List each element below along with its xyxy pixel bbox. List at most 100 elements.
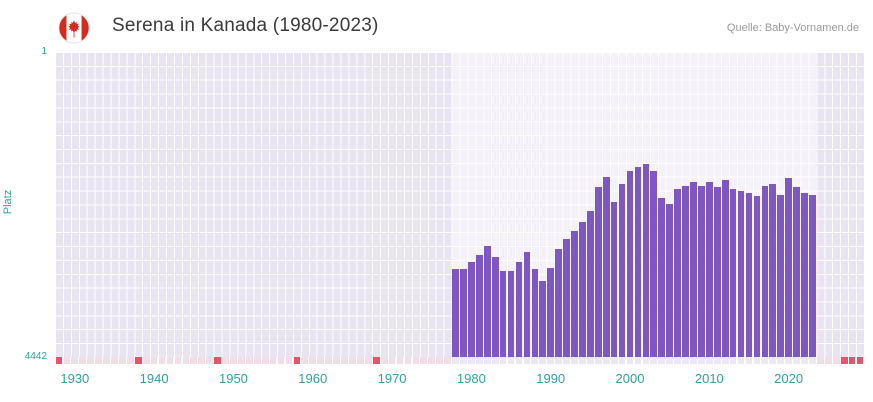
bar-2022[interactable]: [801, 193, 808, 357]
bar-2007[interactable]: [682, 185, 689, 357]
bar-2017[interactable]: [761, 185, 769, 357]
availability-cell-2016: [753, 357, 761, 364]
availability-cell-2005: [666, 357, 674, 364]
bar-1981[interactable]: [475, 254, 483, 357]
bar-1988[interactable]: [531, 268, 539, 357]
bar-2020[interactable]: [785, 177, 792, 357]
availability-cell-1968: [372, 357, 380, 364]
bar-1984[interactable]: [499, 271, 507, 357]
bar-2006[interactable]: [674, 189, 681, 357]
availability-cell-2017: [761, 357, 769, 364]
availability-cell-1937: [126, 357, 134, 364]
bar-2009[interactable]: [698, 185, 705, 357]
y-axis-tick-max: 1: [41, 46, 47, 57]
availability-cell-1997: [602, 357, 610, 364]
bar-2014[interactable]: [737, 191, 745, 357]
bar-2018[interactable]: [769, 183, 777, 357]
bar-1992[interactable]: [563, 239, 570, 357]
canada-flag-icon: [58, 12, 90, 44]
availability-cell-2023: [809, 357, 816, 364]
x-axis-tick-1980: 1980: [456, 371, 486, 386]
availability-cell-1999: [618, 357, 626, 364]
bar-2003[interactable]: [650, 171, 658, 357]
availability-cell-1947: [206, 357, 213, 364]
availability-cell-2004: [658, 357, 666, 364]
availability-cell-1951: [238, 357, 245, 364]
availability-cell-1994: [579, 357, 586, 364]
availability-cell-1965: [349, 357, 356, 364]
availability-cell-1967: [364, 357, 372, 364]
availability-cell-1973: [412, 357, 420, 364]
availability-cell-1959: [301, 357, 309, 364]
bar-1998[interactable]: [610, 202, 618, 357]
bar-1989[interactable]: [539, 280, 547, 357]
availability-cell-1974: [420, 357, 428, 364]
availability-cell-2029: [856, 357, 864, 364]
bar-2013[interactable]: [729, 189, 737, 357]
availability-cell-1939: [142, 357, 150, 364]
availability-cell-1933: [95, 357, 102, 364]
bar-1995[interactable]: [587, 211, 594, 357]
bar-1979[interactable]: [460, 268, 467, 357]
x-axis-tick-1930: 1930: [60, 371, 90, 386]
availability-cell-2011: [713, 357, 721, 364]
availability-cell-1998: [610, 357, 618, 364]
bar-2001[interactable]: [634, 166, 642, 357]
bar-2002[interactable]: [642, 163, 650, 357]
bar-1991[interactable]: [555, 249, 562, 357]
bar-1978[interactable]: [452, 268, 459, 357]
bar-2016[interactable]: [753, 196, 761, 357]
availability-cell-2022: [801, 357, 808, 364]
bar-2015[interactable]: [745, 193, 753, 357]
availability-cell-1931: [79, 357, 87, 364]
bar-2021[interactable]: [793, 187, 800, 357]
availability-cell-1978: [452, 357, 459, 364]
bar-1990[interactable]: [547, 267, 555, 357]
bar-2008[interactable]: [690, 182, 697, 357]
availability-cell-1989: [539, 357, 547, 364]
availability-cell-1986: [515, 357, 523, 364]
x-axis-tick-1970: 1970: [377, 371, 407, 386]
bar-1993[interactable]: [571, 231, 578, 357]
availability-cell-1929: [63, 357, 71, 364]
availability-cell-1988: [531, 357, 539, 364]
bar-2012[interactable]: [721, 179, 729, 357]
availability-cell-1963: [333, 357, 340, 364]
bar-1983[interactable]: [491, 257, 499, 357]
x-axis-tick-2000: 2000: [615, 371, 645, 386]
bar-1987[interactable]: [523, 252, 531, 357]
bar-2023[interactable]: [809, 195, 816, 357]
availability-cell-1950: [230, 357, 237, 364]
availability-cell-1928: [55, 357, 63, 364]
bar-2004[interactable]: [658, 197, 666, 357]
availability-cell-2025: [824, 357, 832, 364]
availability-cell-2026: [832, 357, 840, 364]
availability-cell-2014: [737, 357, 745, 364]
bar-1997[interactable]: [602, 176, 610, 357]
availability-cell-1996: [594, 357, 602, 364]
bars-layer: [55, 52, 864, 357]
availability-cell-2028: [848, 357, 856, 364]
availability-cell-2001: [634, 357, 642, 364]
bar-2011[interactable]: [713, 186, 721, 357]
bar-1996[interactable]: [594, 187, 602, 357]
x-axis-tick-1960: 1960: [298, 371, 328, 386]
bar-2005[interactable]: [666, 204, 673, 357]
bar-2000[interactable]: [626, 171, 634, 357]
bar-1980[interactable]: [468, 262, 475, 357]
bar-2010[interactable]: [706, 181, 713, 357]
bar-2019[interactable]: [777, 195, 785, 357]
availability-cell-2021: [793, 357, 800, 364]
availability-cell-2009: [698, 357, 705, 364]
bar-1986[interactable]: [515, 262, 523, 357]
bar-1985[interactable]: [507, 271, 515, 357]
availability-cell-1962: [325, 357, 332, 364]
availability-cell-1983: [491, 357, 499, 364]
availability-cell-2015: [745, 357, 753, 364]
availability-cell-2018: [769, 357, 777, 364]
bar-1982[interactable]: [483, 246, 491, 357]
availability-cell-1949: [222, 357, 229, 364]
bar-1994[interactable]: [579, 221, 586, 357]
availability-cell-1980: [468, 357, 475, 364]
bar-1999[interactable]: [618, 184, 626, 357]
